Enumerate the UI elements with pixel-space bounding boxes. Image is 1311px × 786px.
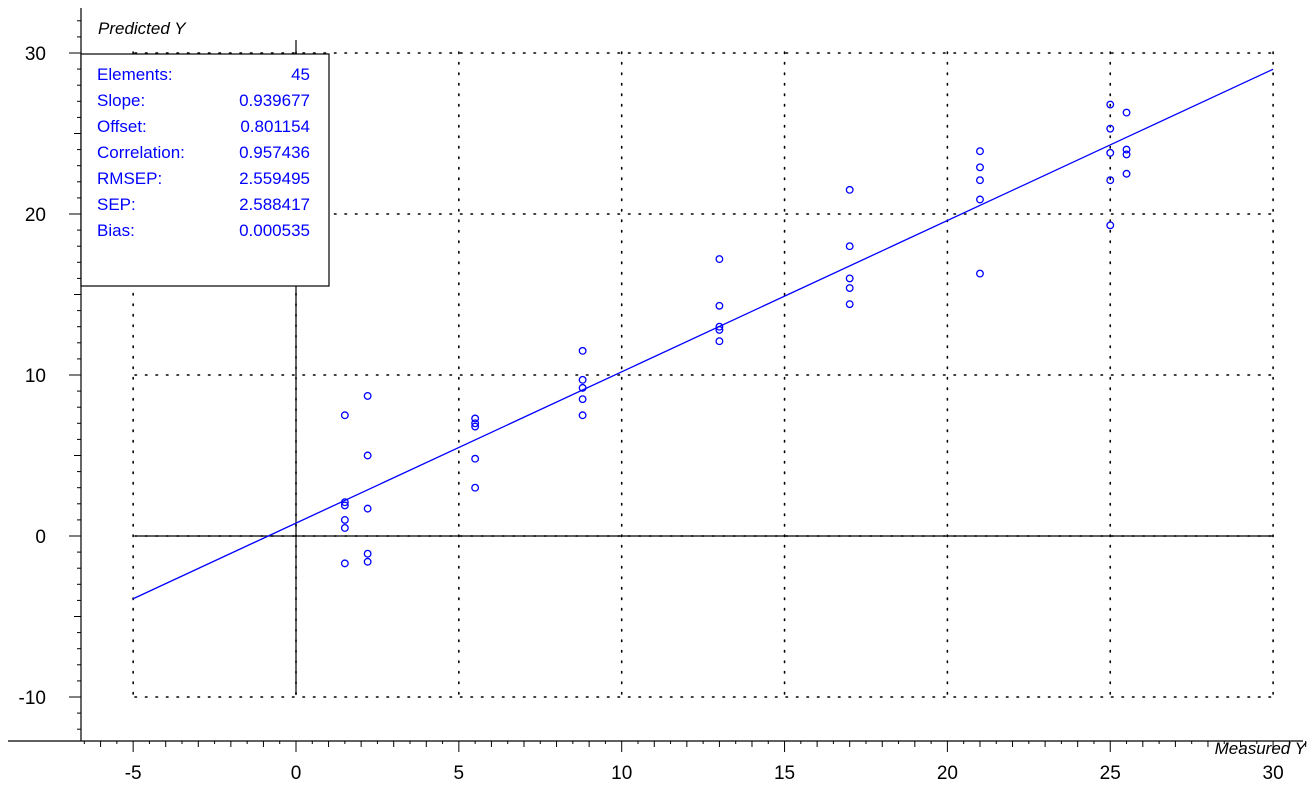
data-points: [340, 100, 1131, 568]
data-point: [845, 300, 854, 309]
data-point: [578, 375, 587, 384]
stats-label: SEP:: [97, 195, 136, 214]
regression-line-group: [132, 68, 1274, 600]
x-tick-label: 20: [937, 763, 958, 784]
y-tick-label: 10: [25, 366, 46, 387]
data-point: [715, 255, 724, 264]
data-point: [340, 524, 349, 532]
y-axis-ticks: -10 0 10 20 30: [19, 20, 81, 730]
data-point: [471, 422, 480, 431]
data-point: [1106, 221, 1115, 230]
data-point: [340, 501, 349, 510]
data-point: [578, 411, 587, 420]
data-point: [845, 284, 854, 293]
x-tick-label: 0: [291, 763, 302, 784]
y-tick-label: -10: [19, 688, 46, 709]
data-point: [715, 301, 724, 310]
stats-value: 0.957436: [239, 143, 310, 162]
stats-value: 2.559495: [239, 169, 310, 188]
data-point: [976, 176, 984, 185]
data-point: [471, 483, 480, 492]
stats-box-frame: [80, 53, 330, 287]
stats-value: 2.588417: [239, 195, 310, 214]
data-point: [1122, 150, 1131, 159]
data-point: [471, 454, 480, 463]
data-point: [363, 557, 372, 566]
data-point: [471, 414, 480, 423]
stats-value: 45: [291, 65, 310, 84]
regression-line: [132, 68, 1274, 600]
data-point: [340, 559, 349, 568]
data-point: [976, 147, 984, 156]
data-point: [845, 274, 854, 283]
stats-label: Offset:: [97, 117, 147, 136]
y-axis-title: Predicted Y: [98, 19, 187, 38]
data-point: [715, 337, 724, 346]
data-point: [715, 325, 724, 334]
stats-label: RMSEP:: [97, 169, 162, 188]
data-point: [1106, 176, 1115, 185]
data-point: [578, 395, 587, 404]
data-point: [363, 391, 372, 400]
x-tick-label: 15: [774, 763, 795, 784]
y-tick-label: 20: [25, 205, 46, 226]
stats-label: Elements:: [97, 65, 173, 84]
data-point: [976, 269, 984, 278]
data-point: [1122, 169, 1131, 178]
stats-value: 0.000535: [239, 221, 310, 240]
stats-label: Slope:: [97, 91, 145, 110]
data-point: [1106, 148, 1115, 157]
stats-label: Bias:: [97, 221, 135, 240]
data-point: [363, 504, 372, 513]
data-point: [976, 163, 984, 172]
x-tick-label: 5: [454, 763, 465, 784]
x-axis-title: Measured Y: [1215, 739, 1308, 758]
stats-value: 0.801154: [240, 117, 310, 136]
data-point: [1106, 124, 1115, 133]
data-point: [340, 515, 349, 524]
y-tick-label: 0: [35, 527, 46, 548]
data-point: [363, 451, 372, 460]
x-tick-label: -5: [125, 763, 142, 784]
data-point: [1122, 145, 1131, 154]
data-point: [340, 498, 349, 507]
data-point: [363, 549, 372, 558]
stats-value: 0.939677: [239, 91, 310, 110]
x-tick-label: 30: [1263, 763, 1284, 784]
data-point: [715, 322, 724, 331]
data-point: [471, 419, 480, 428]
stats-label: Correlation:: [97, 143, 185, 162]
data-point: [845, 185, 854, 194]
data-point: [1106, 100, 1115, 109]
x-axis-ticks: -5 0 5 10 15 20 25 30: [83, 741, 1307, 784]
data-point: [976, 195, 984, 204]
data-point: [340, 411, 349, 420]
x-tick-label: 10: [611, 763, 632, 784]
data-point: [845, 242, 854, 251]
y-tick-label: 30: [25, 44, 46, 65]
stats-box: Elements: 45 Slope: 0.939677 Offset: 0.801154…: [80, 53, 330, 287]
data-point: [578, 383, 587, 392]
x-tick-label: 25: [1100, 763, 1121, 784]
data-point: [1122, 108, 1131, 117]
data-point: [578, 346, 587, 355]
